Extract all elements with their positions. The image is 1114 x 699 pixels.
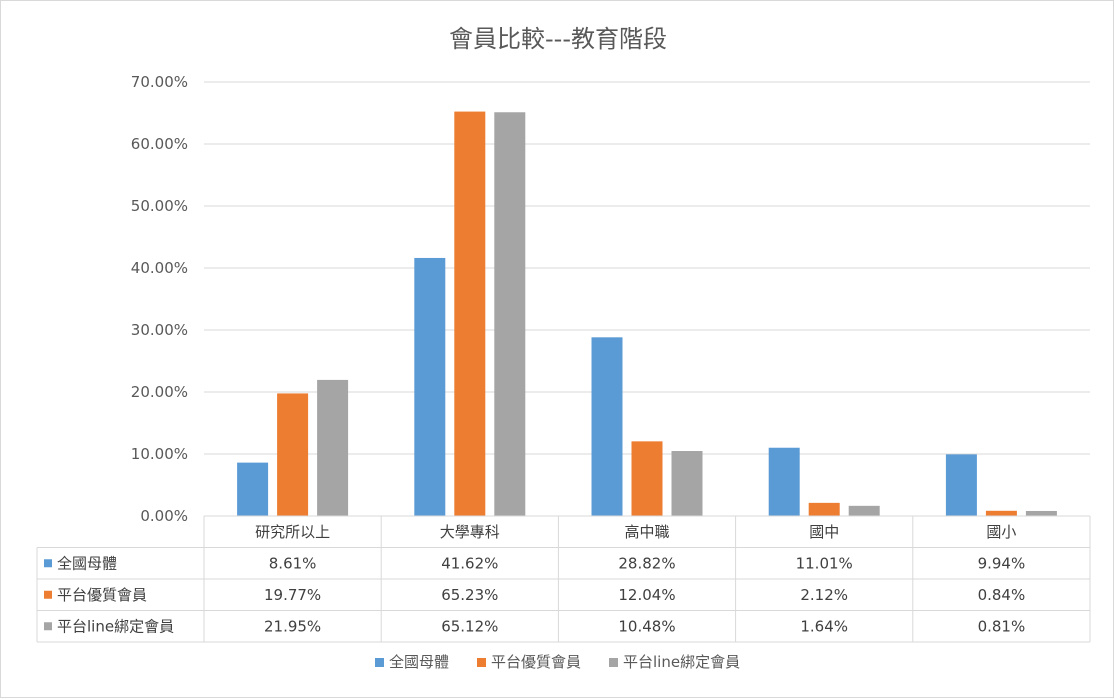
y-tick-label: 10.00%: [131, 445, 188, 463]
table-legend-key: [44, 622, 52, 631]
data-label: 19.77%: [264, 586, 321, 604]
data-label: 10.48%: [618, 618, 675, 636]
bars: [237, 111, 1057, 517]
data-label: 2.12%: [800, 586, 848, 604]
bar: [768, 447, 800, 516]
legend-label: 全國母體: [389, 653, 449, 671]
bar: [414, 257, 446, 516]
legend-label: 平台line綁定會員: [623, 653, 740, 671]
data-label: 28.82%: [618, 555, 675, 573]
table-series-name: 平台line綁定會員: [57, 618, 174, 636]
x-tick-label: 研究所以上: [255, 523, 330, 541]
y-tick-label: 0.00%: [140, 507, 188, 525]
y-tick-label: 40.00%: [131, 259, 188, 277]
legend-swatch: [609, 658, 618, 667]
y-tick-label: 70.00%: [131, 73, 188, 91]
legend: 全國母體 平台優質會員 平台line綁定會員: [375, 653, 740, 671]
x-tick-label: 高中職: [624, 523, 669, 541]
data-label: 41.62%: [441, 555, 498, 573]
y-tick-label: 60.00%: [131, 135, 188, 153]
bar: [631, 441, 663, 516]
table-legend-key: [44, 590, 52, 599]
data-label: 8.61%: [269, 555, 317, 573]
data-label: 21.95%: [264, 618, 321, 636]
x-tick-label: 國小: [986, 523, 1016, 541]
bar: [985, 510, 1017, 516]
legend-label: 平台優質會員: [491, 653, 581, 671]
x-tick-label: 國中: [809, 523, 839, 541]
data-label: 11.01%: [796, 555, 853, 573]
data-label: 12.04%: [618, 586, 675, 604]
chart-title: 會員比較---教育階段: [449, 25, 667, 53]
legend-swatch: [375, 658, 384, 667]
bar: [945, 454, 977, 516]
data-label: 0.84%: [978, 586, 1026, 604]
legend-swatch: [477, 658, 486, 667]
y-tick-label: 20.00%: [131, 383, 188, 401]
bar: [277, 393, 309, 516]
table-series-name: 全國母體: [57, 555, 117, 573]
bar: [237, 462, 269, 516]
table-legend-key: [44, 559, 52, 568]
bar: [494, 112, 526, 517]
data-label: 65.12%: [441, 618, 498, 636]
data-label: 65.23%: [441, 586, 498, 604]
data-label: 1.64%: [800, 618, 848, 636]
bar: [591, 337, 623, 516]
y-axis-tick-labels: 0.00% 10.00% 20.00% 30.00% 40.00% 50.00% 60.00…: [131, 73, 188, 525]
data-label: 0.81%: [978, 618, 1026, 636]
data-label: 9.94%: [978, 555, 1026, 573]
y-tick-label: 50.00%: [131, 197, 188, 215]
gridlines: [204, 81, 1090, 517]
y-tick-label: 30.00%: [131, 321, 188, 339]
bar: [317, 379, 349, 516]
x-tick-label: 大學專科: [440, 523, 500, 541]
table-series-name: 平台優質會員: [57, 586, 147, 604]
bar: [1025, 510, 1057, 516]
bar: [454, 111, 486, 516]
bar: [808, 502, 840, 516]
bar: [848, 505, 880, 516]
bar: [671, 451, 703, 516]
